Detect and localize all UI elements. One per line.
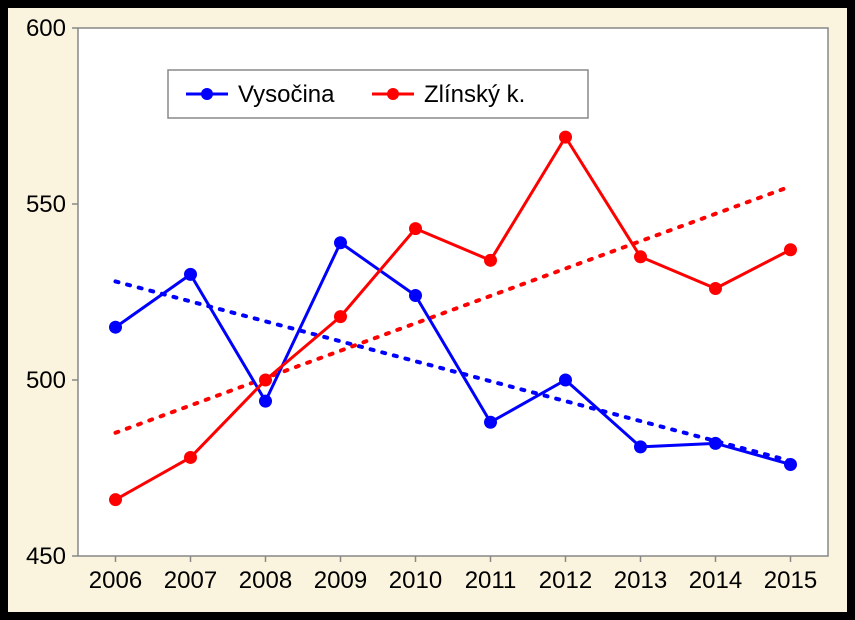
series-marker-Vysočina	[635, 441, 647, 453]
x-tick-label: 2008	[239, 567, 292, 594]
series-marker-Vysočina	[110, 321, 122, 333]
series-marker-Vysočina	[710, 437, 722, 449]
y-tick-label: 550	[26, 191, 66, 218]
series-marker-Zlínský k.	[185, 451, 197, 463]
series-marker-Zlínský k.	[635, 251, 647, 263]
line-chart: 450 500 550 600 2006 2007 2008 2009 2010 2011 2012…	[8, 8, 847, 612]
series-marker-Zlínský k.	[110, 494, 122, 506]
series-marker-Zlínský k.	[410, 223, 422, 235]
x-tick-label: 2007	[164, 567, 217, 594]
series-marker-Zlínský k.	[560, 131, 572, 143]
x-tick-label: 2006	[89, 567, 142, 594]
series-marker-Vysočina	[785, 458, 797, 470]
series-marker-Zlínský k.	[485, 254, 497, 266]
series-marker-Vysočina	[185, 268, 197, 280]
x-tick-label: 2011	[465, 567, 517, 594]
series-marker-Zlínský k.	[335, 311, 347, 323]
y-tick-label: 450	[26, 543, 66, 570]
legend-sample-marker	[387, 88, 399, 100]
y-tick-label: 600	[26, 15, 66, 42]
x-tick-label: 2009	[314, 567, 367, 594]
y-tick-label: 500	[26, 367, 66, 394]
series-marker-Zlínský k.	[710, 282, 722, 294]
chart-outer-frame: 450 500 550 600 2006 2007 2008 2009 2010 2011 2012…	[0, 0, 855, 620]
series-marker-Zlínský k.	[260, 374, 272, 386]
x-tick-label: 2015	[764, 567, 817, 594]
chart-background: 450 500 550 600 2006 2007 2008 2009 2010 2011 2012…	[8, 8, 847, 612]
series-marker-Vysočina	[560, 374, 572, 386]
series-marker-Vysočina	[485, 416, 497, 428]
x-tick-label: 2014	[689, 567, 742, 594]
series-marker-Vysočina	[410, 290, 422, 302]
series-marker-Vysočina	[335, 237, 347, 249]
x-tick-label: 2013	[614, 567, 667, 594]
legend-label: Vysočina	[238, 81, 335, 108]
x-tick-label: 2010	[389, 567, 442, 594]
legend-label: Zlínský k.	[424, 81, 525, 108]
series-marker-Vysočina	[260, 395, 272, 407]
legend-sample-marker	[201, 88, 213, 100]
x-tick-label: 2012	[539, 567, 592, 594]
series-marker-Zlínský k.	[785, 244, 797, 256]
